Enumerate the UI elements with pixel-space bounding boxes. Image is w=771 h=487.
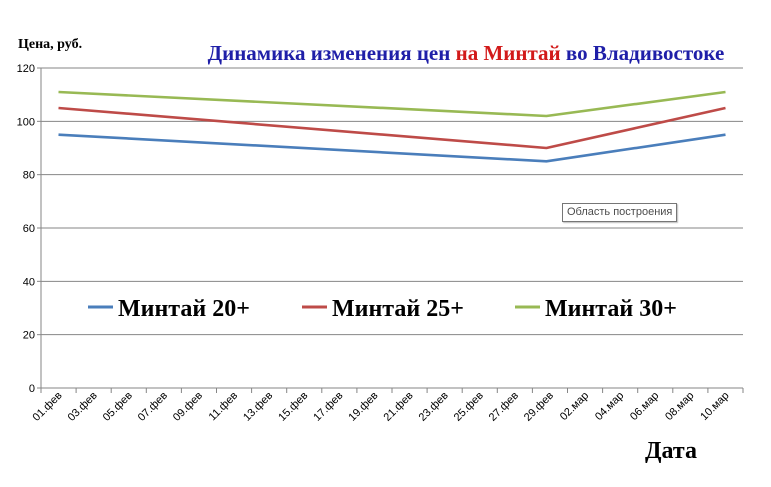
- axes: [40, 68, 744, 393]
- series-line-2: [58, 106, 726, 150]
- x-tick-label: 08.мар: [663, 390, 696, 423]
- y-tick-label: 120: [17, 63, 35, 75]
- legend-label-1: Минтай 20+: [118, 296, 250, 322]
- legend: Минтай 20+ Минтай 25+ Минтай 30+: [88, 296, 677, 322]
- x-tick-label: 29.фев: [522, 390, 556, 424]
- x-tick-label: 25.фев: [452, 390, 486, 424]
- x-tick-label: 05.фев: [101, 390, 135, 424]
- grid-lines: [37, 67, 743, 389]
- x-tick-label: 07.фев: [136, 390, 170, 424]
- x-tick-label: 10.мар: [698, 390, 731, 423]
- x-tick-label: 17.фев: [311, 390, 345, 424]
- series-line-1: [58, 133, 726, 163]
- y-tick-label: 40: [23, 276, 35, 288]
- legend-label-3: Минтай 30+: [545, 296, 677, 322]
- x-tick-label: 13.фев: [241, 390, 275, 424]
- x-tick-label: 01.фев: [31, 390, 65, 424]
- y-tick-label: 0: [29, 383, 35, 395]
- chart-title-part-2: во Владивостоке: [561, 41, 725, 65]
- x-axis-label: Дата: [645, 438, 697, 464]
- x-tick-label: 27.фев: [487, 390, 521, 424]
- y-tick-label: 100: [17, 116, 35, 128]
- x-tick-label: 19.фев: [346, 390, 380, 424]
- series-lines: [58, 90, 726, 163]
- x-tick-label: 09.фев: [171, 390, 205, 424]
- x-tick-label: 21.фев: [382, 390, 416, 424]
- plot-area-tooltip: Область построения: [562, 203, 678, 222]
- x-tick-label: 03.фев: [66, 390, 100, 424]
- chart-title-part-0: Динамика изменения цен: [208, 41, 456, 65]
- x-tick-label: 15.фев: [276, 390, 310, 424]
- legend-label-2: Минтай 25+: [332, 296, 464, 322]
- x-tick-label: 04.мар: [593, 390, 626, 423]
- x-tick-labels: 01.фев 03.фев 05.фев 07.фев 09.фев 11.фев 13.ф…: [31, 390, 732, 424]
- y-tick-label: 20: [23, 330, 35, 342]
- x-tick-label: 02.мар: [558, 390, 591, 423]
- y-axis-label: Цена, руб.: [18, 37, 82, 52]
- x-tick-label: 23.фев: [417, 390, 451, 424]
- x-tick-label: 11.фев: [207, 390, 241, 424]
- series-line-3: [58, 90, 726, 118]
- x-tick-label: 06.мар: [628, 390, 661, 423]
- chart-title: Динамика изменения цен на Минтай во Влад…: [208, 41, 725, 65]
- y-tick-label: 60: [23, 223, 35, 235]
- y-tick-label: 80: [23, 170, 35, 182]
- chart-title-part-1: на Минтай: [456, 41, 561, 65]
- y-tick-labels: 0 20 40 60 80 100 120: [17, 63, 35, 395]
